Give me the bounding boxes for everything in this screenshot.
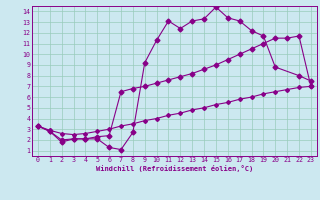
X-axis label: Windchill (Refroidissement éolien,°C): Windchill (Refroidissement éolien,°C) [96,165,253,172]
